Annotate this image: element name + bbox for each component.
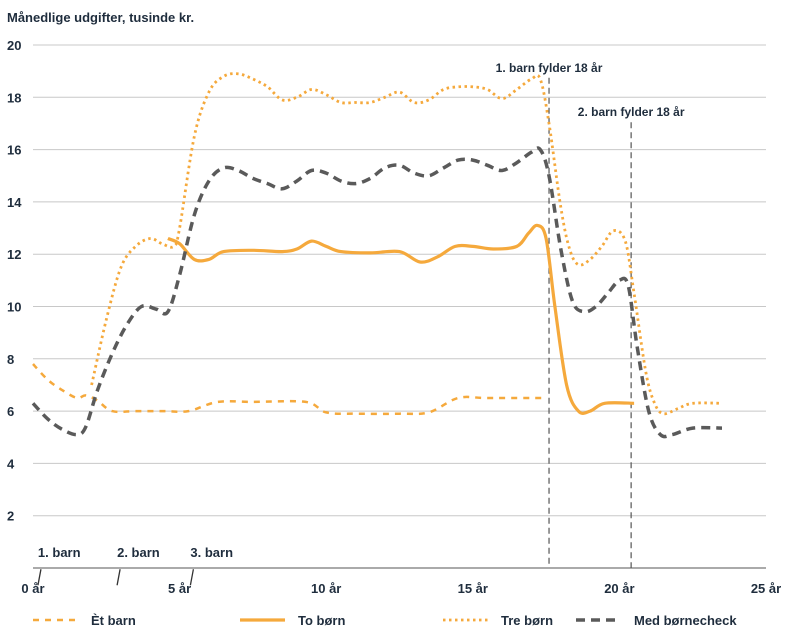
series-line-4 <box>31 146 723 439</box>
child-marker-label: 2. barn <box>117 545 160 560</box>
x-tick-label: 25 år <box>751 581 781 596</box>
y-tick-label: 16 <box>7 143 21 158</box>
x-tick-label: 0 år <box>21 581 44 596</box>
y-tick-label: 12 <box>7 247 21 262</box>
legend-label: To børn <box>298 613 345 628</box>
y-tick-label: 8 <box>7 352 14 367</box>
x-tick-labels: 0 år 5 år 10 år 15 år 20 år 25 år <box>21 581 781 596</box>
child-marker-tick <box>37 569 42 586</box>
y-tick-label: 10 <box>7 300 21 315</box>
legend-label: Èt barn <box>91 613 136 628</box>
annotation-label: 1. barn fylder 18 år <box>496 61 603 75</box>
x-tick-label: 15 år <box>458 581 488 596</box>
y-tick-label: 2 <box>7 509 14 524</box>
grid-lines <box>33 44 766 569</box>
x-tick-label: 5 år <box>168 581 191 596</box>
legend-label: Med børnecheck <box>634 613 737 628</box>
child-marker-label: 1. barn <box>38 545 81 560</box>
child-marker-tick <box>189 569 195 586</box>
series-lines <box>31 72 723 439</box>
x-tick-label: 10 år <box>311 581 341 596</box>
vertical-annotations: 1. barn fylder 18 år 2. barn fylder 18 år <box>496 61 685 568</box>
series-line-3 <box>90 72 723 416</box>
series-line-1 <box>32 363 547 416</box>
y-tick-label: 18 <box>7 90 21 105</box>
y-tick-labels: 2 4 6 8 10 12 14 16 18 20 <box>7 38 22 524</box>
x-tick-label: 20 år <box>604 581 634 596</box>
y-axis-title: Månedlige udgifter, tusinde kr. <box>7 10 194 25</box>
legend: Èt barn To børn Tre børn Med børnecheck <box>33 613 737 628</box>
child-marker-tick <box>116 569 121 586</box>
series-line-2 <box>167 223 635 415</box>
y-tick-label: 4 <box>7 456 15 471</box>
annotation-label: 2. barn fylder 18 år <box>578 105 685 119</box>
child-markers: 1. barn 2. barn 3. barn <box>37 545 233 586</box>
child-marker-label: 3. barn <box>190 545 233 560</box>
y-tick-label: 6 <box>7 404 14 419</box>
y-tick-label: 20 <box>7 38 21 53</box>
y-tick-label: 14 <box>7 195 22 210</box>
legend-label: Tre børn <box>501 613 553 628</box>
